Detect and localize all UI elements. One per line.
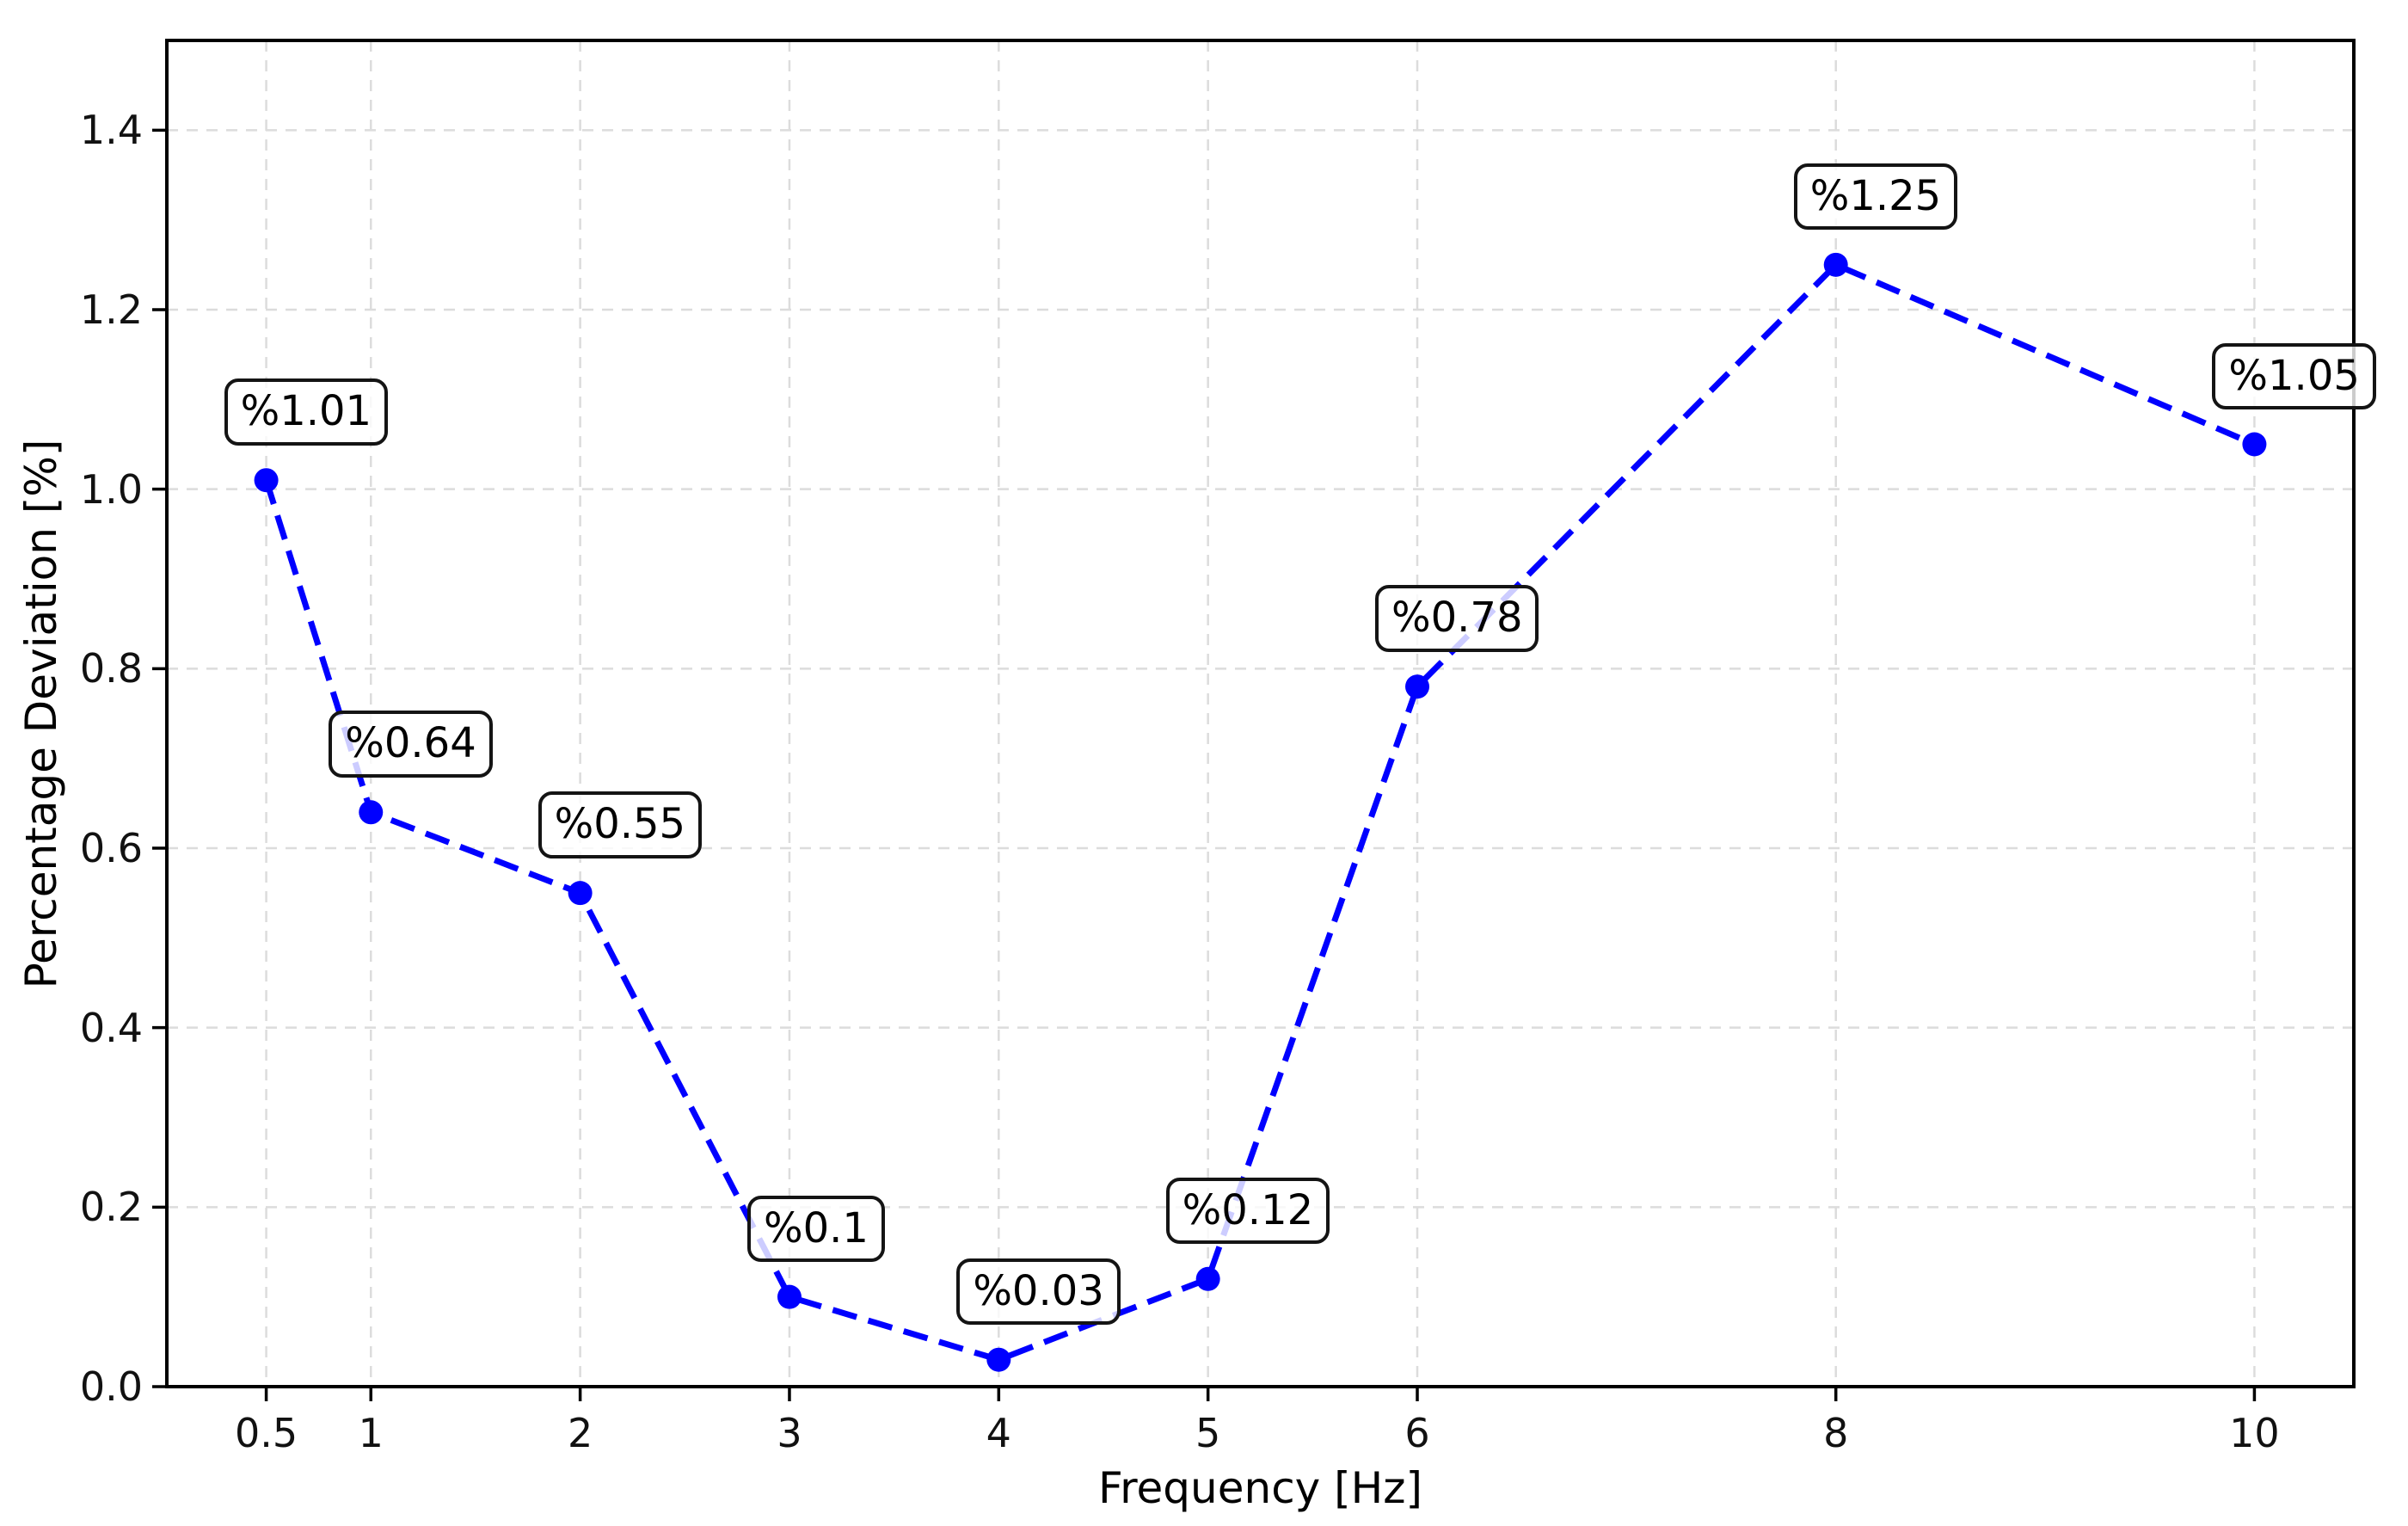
data-point-marker	[2242, 432, 2267, 457]
x-tick-label: 2	[567, 1410, 593, 1456]
y-tick-label: 0.2	[79, 1184, 143, 1231]
x-tick-label: 3	[777, 1410, 802, 1456]
x-tick-label: 6	[1404, 1410, 1430, 1456]
point-annotation: %0.64	[329, 711, 493, 778]
x-tick-label: 10	[2229, 1410, 2280, 1456]
point-annotation: %1.01	[224, 378, 389, 446]
data-line	[263, 261, 2256, 1363]
data-point-marker	[1405, 674, 1430, 699]
y-tick-label: 1.0	[79, 465, 143, 513]
y-tick-label: 0.8	[79, 645, 143, 692]
data-point-marker	[254, 468, 279, 493]
data-point-marker	[1823, 252, 1848, 277]
data-point-marker	[777, 1284, 802, 1309]
data-point-marker	[1195, 1266, 1220, 1291]
point-annotation: %1.05	[2212, 342, 2376, 410]
data-point-marker	[359, 800, 384, 825]
data-point-marker	[986, 1347, 1011, 1372]
point-annotation: %1.25	[1793, 163, 1958, 231]
y-tick-label: 0.6	[79, 825, 143, 871]
y-tick-label: 1.2	[79, 286, 143, 333]
x-tick-label: 4	[986, 1410, 1011, 1456]
point-annotation: %0.03	[956, 1258, 1121, 1326]
x-tick-label: 5	[1195, 1410, 1221, 1456]
point-annotation: %0.1	[746, 1195, 885, 1263]
y-tick-label: 0.0	[79, 1363, 143, 1410]
data-point-marker	[568, 881, 593, 906]
x-tick-label: 0.5	[235, 1410, 298, 1456]
point-annotation: %0.78	[1375, 585, 1539, 652]
x-axis-title: Frequency [Hz]	[1097, 1463, 1423, 1513]
plot-border	[165, 39, 2356, 1388]
y-tick-label: 0.4	[79, 1004, 143, 1051]
point-annotation: %0.12	[1165, 1177, 1330, 1245]
x-tick-label: 1	[358, 1410, 384, 1456]
y-axis-title: Percentage Deviation [%]	[16, 439, 66, 988]
y-tick-label: 1.4	[79, 107, 143, 154]
point-annotation: %0.55	[538, 791, 703, 858]
x-tick-label: 8	[1823, 1410, 1849, 1456]
